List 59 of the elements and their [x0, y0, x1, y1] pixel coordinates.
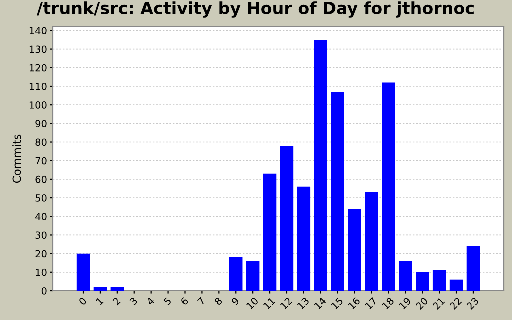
bar — [110, 287, 124, 291]
bar — [76, 254, 90, 291]
bar — [450, 280, 464, 291]
bar — [416, 272, 430, 291]
x-tick-label: 14 — [314, 297, 327, 310]
bar — [331, 92, 344, 291]
x-tick-label: 8 — [214, 297, 223, 306]
y-tick-label: 130 — [30, 46, 47, 54]
x-tick-label: 5 — [164, 297, 172, 306]
y-tick-label: 30 — [36, 232, 47, 240]
x-tick-label: 0 — [78, 297, 88, 306]
x-tick-label: 13 — [297, 297, 310, 310]
bar — [348, 209, 362, 291]
y-tick-label: 140 — [30, 27, 47, 35]
x-tick-label: 17 — [365, 297, 378, 310]
bar — [297, 186, 311, 291]
y-tick-label: 110 — [30, 82, 47, 90]
y-tick-label: 60 — [36, 176, 47, 184]
y-tick-label: 20 — [36, 250, 47, 258]
y-tick-label: 70 — [36, 157, 47, 165]
y-tick-label: 0 — [42, 287, 47, 295]
y-tick-label: 100 — [30, 102, 47, 109]
y-tick-label: 10 — [36, 268, 47, 276]
x-tick-label: 20 — [416, 297, 429, 310]
x-tick-label: 21 — [432, 297, 446, 310]
x-tick-label: 4 — [146, 297, 156, 306]
y-tick-label: 50 — [36, 194, 47, 202]
x-tick-label: 22 — [449, 297, 462, 310]
x-tick-label: 3 — [130, 297, 138, 306]
chart-title: /trunk/src: Activity by Hour of Day for jthornoc — [36, 2, 474, 18]
x-tick-label: 18 — [382, 297, 395, 310]
x-tick-label: 23 — [466, 297, 480, 310]
x-tick-label: 2 — [112, 297, 121, 306]
y-tick-label: 40 — [36, 213, 47, 220]
x-tick-label: 15 — [331, 297, 344, 310]
y-tick-label: 90 — [36, 120, 47, 128]
x-tick-label: 9 — [231, 297, 240, 306]
bar — [432, 270, 446, 291]
y-axis-title: Commits — [12, 134, 22, 184]
bar — [263, 174, 277, 291]
bar — [382, 82, 396, 291]
x-tick-label: 6 — [180, 297, 189, 306]
bar — [399, 261, 412, 291]
bar — [314, 40, 328, 291]
x-tick-label: 11 — [263, 297, 276, 310]
bar — [280, 146, 294, 291]
y-tick-label: 120 — [30, 64, 47, 72]
bar — [94, 287, 108, 291]
bar — [365, 192, 378, 291]
y-tick-label: 80 — [36, 138, 47, 146]
x-tick-label: 1 — [96, 297, 104, 306]
x-tick-label: 12 — [280, 297, 293, 310]
x-tick-label: 10 — [246, 297, 259, 310]
x-tick-label: 7 — [197, 297, 206, 306]
bar — [246, 261, 260, 291]
bar — [230, 258, 243, 291]
x-tick-label: 19 — [398, 297, 412, 310]
bar — [466, 246, 480, 291]
x-tick-label: 16 — [348, 297, 361, 310]
